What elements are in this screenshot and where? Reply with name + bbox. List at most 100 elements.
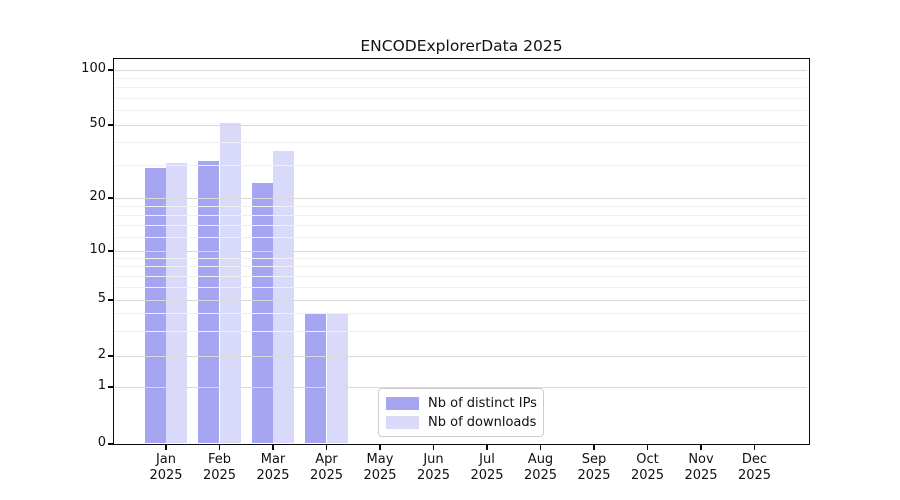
legend-swatch-downloads xyxy=(386,416,419,429)
minor-gridline xyxy=(115,224,807,226)
minor-gridline xyxy=(115,165,807,167)
x-axis-tick-label: Mar 2025 xyxy=(242,452,304,484)
x-tick-month: Feb xyxy=(207,452,232,467)
x-tick-mark xyxy=(218,445,221,450)
x-axis-tick-label: Dec 2025 xyxy=(724,452,786,484)
y-tick-mark xyxy=(108,299,113,301)
y-tick-mark xyxy=(108,355,113,357)
x-tick-mark xyxy=(753,445,756,450)
minor-gridline xyxy=(115,275,807,277)
x-tick-month: Dec xyxy=(741,452,768,467)
x-axis-tick-label: Sep 2025 xyxy=(563,452,625,484)
major-gridline xyxy=(115,355,807,357)
minor-gridline xyxy=(115,87,807,89)
x-tick-month: Apr xyxy=(315,452,338,467)
bar-downloads xyxy=(219,123,241,444)
major-gridline xyxy=(115,386,807,388)
y-axis-tick-label: 20 xyxy=(89,189,106,204)
y-axis-tick-label: 2 xyxy=(97,347,106,362)
major-gridline xyxy=(115,250,807,252)
legend-label: Nb of downloads xyxy=(428,415,537,430)
bar-distinct-ips xyxy=(198,160,220,444)
x-tick-year: 2025 xyxy=(202,468,237,483)
x-tick-mark xyxy=(379,445,381,450)
major-gridline xyxy=(115,299,807,301)
legend-item: Nb of downloads xyxy=(386,413,536,432)
x-tick-month: Aug xyxy=(527,452,554,467)
x-tick-month: Jul xyxy=(479,452,495,467)
bar-downloads xyxy=(273,151,295,444)
x-tick-year: 2025 xyxy=(416,468,451,483)
x-tick-year: 2025 xyxy=(577,468,611,483)
x-tick-year: 2025 xyxy=(470,468,504,483)
x-tick-month: Mar xyxy=(260,452,286,467)
x-tick-month: Oct xyxy=(636,452,659,467)
y-tick-mark xyxy=(108,386,113,388)
y-axis-tick-label: 10 xyxy=(89,242,106,257)
x-axis-tick-label: Jul 2025 xyxy=(456,452,518,484)
bar-distinct-ips xyxy=(305,313,327,444)
minor-gridline xyxy=(115,266,807,268)
x-tick-year: 2025 xyxy=(149,468,183,483)
x-axis-tick-label: Nov 2025 xyxy=(670,452,732,484)
x-tick-mark xyxy=(432,445,435,450)
x-tick-month: Jan xyxy=(155,452,177,467)
x-tick-year: 2025 xyxy=(256,468,290,483)
legend-swatch-distinct-ips xyxy=(386,397,419,410)
y-tick-mark xyxy=(108,250,113,252)
legend-item: Nb of distinct IPs xyxy=(386,394,537,413)
x-tick-mark xyxy=(165,445,167,450)
x-tick-year: 2025 xyxy=(309,468,344,483)
legend: Nb of distinct IPs Nb of downloads xyxy=(378,388,544,437)
x-tick-month: Sep xyxy=(581,452,607,467)
x-axis-tick-label: Feb 2025 xyxy=(189,452,251,484)
x-tick-year: 2025 xyxy=(523,468,558,483)
minor-gridline xyxy=(115,330,807,332)
x-tick-mark xyxy=(700,445,702,450)
minor-gridline xyxy=(115,110,807,112)
x-tick-mark xyxy=(486,445,488,450)
y-axis-tick-label: 50 xyxy=(89,116,106,131)
minor-gridline xyxy=(115,77,807,79)
bar-downloads xyxy=(326,313,348,444)
x-tick-mark xyxy=(325,445,328,450)
x-axis-tick-label: May 2025 xyxy=(349,452,411,484)
y-axis-tick-label: 0 xyxy=(97,435,106,450)
y-tick-mark xyxy=(108,69,113,71)
x-axis-tick-label: Aug 2025 xyxy=(510,452,572,484)
y-axis-tick-label: 5 xyxy=(97,291,106,306)
x-tick-mark xyxy=(646,445,649,450)
minor-gridline xyxy=(115,313,807,315)
x-tick-month: Nov xyxy=(688,452,714,467)
x-axis-tick-label: Apr 2025 xyxy=(296,452,358,484)
minor-gridline xyxy=(115,236,807,238)
x-tick-year: 2025 xyxy=(737,468,772,483)
x-tick-year: 2025 xyxy=(630,468,665,483)
minor-gridline xyxy=(115,257,807,259)
x-tick-month: Jun xyxy=(423,452,444,467)
minor-gridline xyxy=(115,286,807,288)
x-tick-month: May xyxy=(366,452,394,467)
y-axis-tick-label: 1 xyxy=(97,378,106,393)
legend-label: Nb of distinct IPs xyxy=(428,396,537,411)
minor-gridline xyxy=(115,214,807,216)
y-tick-mark xyxy=(108,197,113,199)
y-tick-mark xyxy=(108,124,113,126)
x-axis-tick-label: Jan 2025 xyxy=(135,452,197,484)
minor-gridline xyxy=(115,97,807,99)
minor-gridline xyxy=(115,142,807,144)
x-tick-mark xyxy=(272,445,274,450)
x-axis-tick-label: Jun 2025 xyxy=(403,452,465,484)
y-tick-mark xyxy=(108,443,113,445)
bar-downloads xyxy=(166,163,188,444)
x-axis-tick-label: Oct 2025 xyxy=(617,452,679,484)
x-tick-year: 2025 xyxy=(684,468,718,483)
x-tick-year: 2025 xyxy=(363,468,397,483)
y-axis-tick-label: 100 xyxy=(81,61,106,76)
x-tick-mark xyxy=(593,445,595,450)
chart-title: ENCODExplorerData 2025 xyxy=(360,37,563,55)
minor-gridline xyxy=(115,205,807,207)
major-gridline xyxy=(115,197,807,199)
major-gridline xyxy=(115,124,807,126)
bar-distinct-ips xyxy=(144,168,166,444)
